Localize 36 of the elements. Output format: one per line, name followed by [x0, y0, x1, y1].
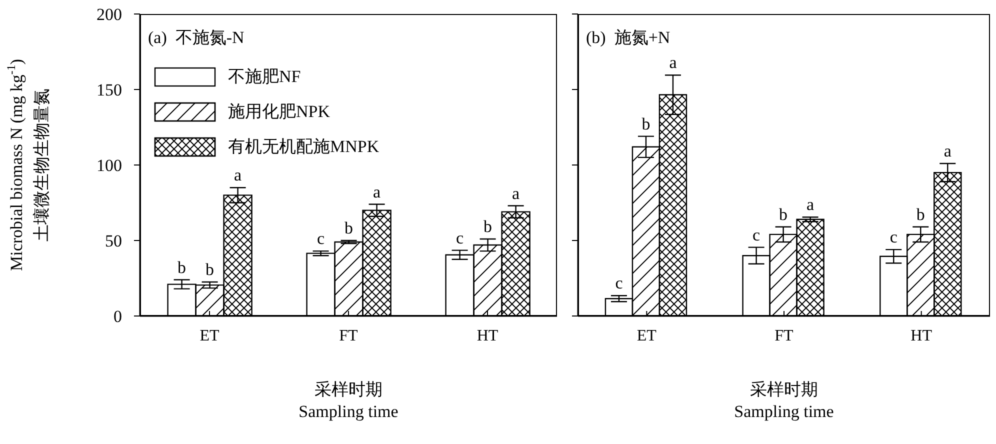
y-tick-label: 50: [105, 232, 122, 251]
data-label: b: [344, 218, 354, 238]
data-label: a: [944, 141, 952, 160]
x-tick-label: HT: [910, 327, 932, 344]
data-label: b: [206, 260, 214, 280]
y-tick-label: 0: [114, 307, 122, 326]
x-axis-title: 采样时期 Sampling time: [298, 380, 398, 421]
legend-label: 有机无机配施MNPK: [228, 136, 380, 158]
y-tick-label: 200: [96, 5, 122, 24]
x-axis-title: 采样时期 Sampling time: [734, 380, 834, 421]
x-tick-label: FT: [774, 327, 794, 344]
x-tick-label: ET: [636, 327, 657, 344]
data-label: c: [890, 228, 898, 247]
data-label: a: [512, 184, 520, 203]
data-label: b: [916, 204, 925, 224]
x-tick-label: HT: [476, 327, 498, 344]
data-label: b: [779, 204, 788, 224]
data-label: a: [234, 166, 242, 185]
data-label: a: [806, 195, 815, 214]
data-label: c: [317, 229, 326, 248]
data-label: c: [456, 228, 464, 248]
text: (a) 不施氮-N: [148, 27, 244, 49]
x-tick-label: FT: [339, 327, 358, 344]
text: (b) 施氮+N: [586, 27, 670, 49]
legend-label: 施用化肥NPK: [228, 101, 330, 123]
data-label: b: [178, 258, 186, 277]
data-label: c: [752, 225, 761, 244]
x-tick-label: ET: [200, 327, 220, 344]
y-tick-label: 150: [96, 80, 122, 100]
legend-label: 不施肥NF: [228, 66, 301, 88]
data-label: c: [615, 274, 624, 293]
data-label: a: [669, 53, 678, 72]
data-label: b: [642, 114, 650, 134]
data-label: b: [484, 216, 492, 236]
y-tick-label: 100: [96, 156, 122, 176]
data-label: a: [373, 182, 382, 202]
